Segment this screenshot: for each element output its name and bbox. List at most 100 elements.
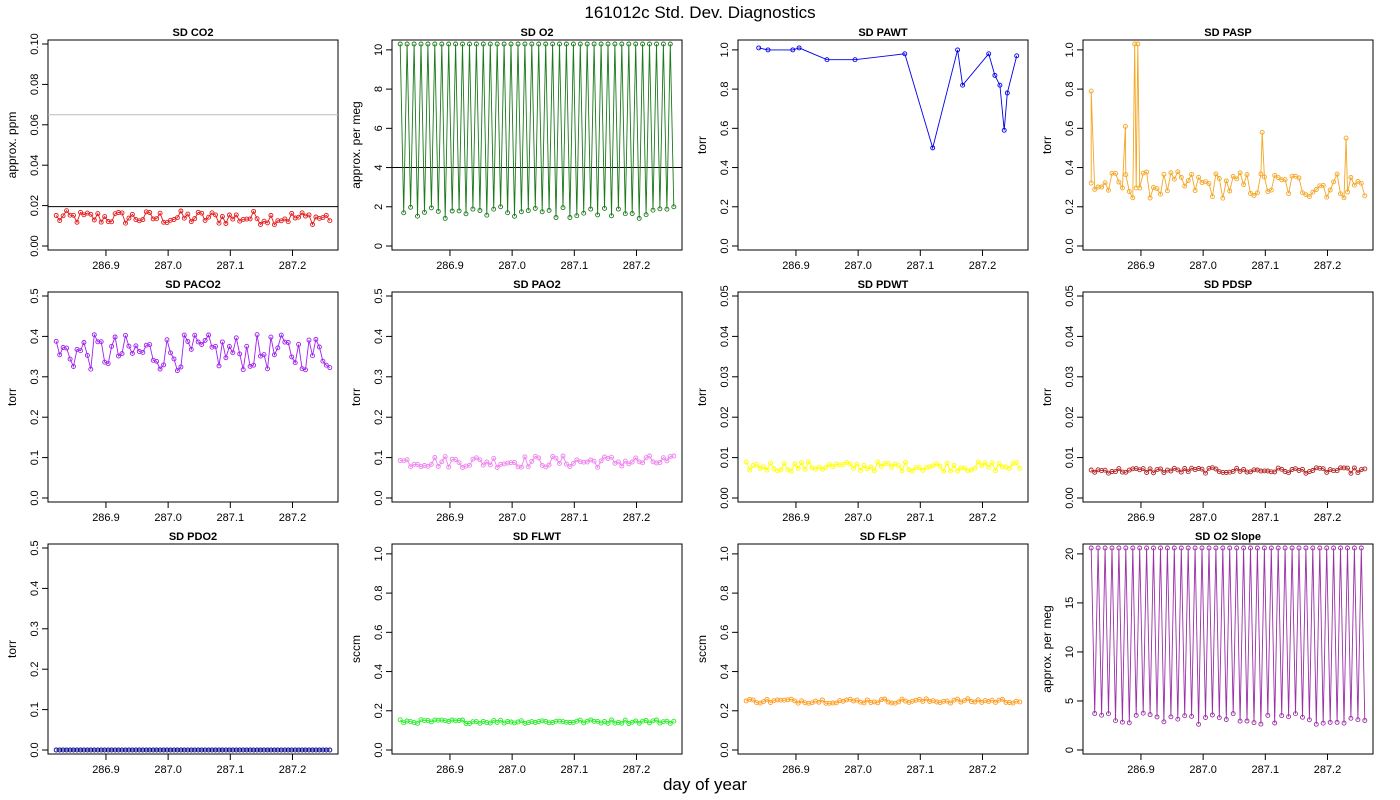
data-point <box>557 718 562 724</box>
data-point <box>285 219 291 225</box>
data-point <box>292 360 298 366</box>
data-point <box>1223 470 1229 475</box>
data-point <box>920 467 926 473</box>
data-point <box>1279 713 1285 719</box>
data-point <box>993 699 998 705</box>
data-point <box>861 700 867 706</box>
data-point <box>664 458 670 464</box>
data-point <box>1324 469 1330 475</box>
data-point <box>1182 183 1188 189</box>
plot-frame <box>47 39 339 251</box>
y-tick-label: 20 <box>1064 548 1076 560</box>
data-point <box>327 365 333 371</box>
data-point <box>136 747 142 753</box>
y-tick-label: 0 <box>373 243 385 249</box>
data-point <box>1171 176 1177 182</box>
data-point <box>1310 545 1316 551</box>
data-point <box>425 41 431 47</box>
data-point <box>1154 714 1160 720</box>
plot-frame <box>1082 39 1374 251</box>
data-point <box>896 463 902 469</box>
data-point <box>71 212 76 218</box>
data-point <box>78 209 83 215</box>
data-point <box>185 747 191 753</box>
data-point <box>660 719 666 725</box>
data-point <box>1251 193 1257 198</box>
data-point <box>84 747 90 753</box>
x-tick-label: 287.2 <box>969 260 997 272</box>
data-point <box>306 337 312 343</box>
data-point <box>765 47 771 53</box>
data-point <box>619 41 625 47</box>
y-tick-label: 0.04 <box>719 326 731 347</box>
data-point <box>64 747 70 753</box>
data-point <box>790 47 796 53</box>
x-tick-label: 286.9 <box>92 260 120 272</box>
data-point <box>1004 90 1010 96</box>
data-point <box>902 51 908 57</box>
data-point <box>57 747 63 753</box>
y-tick-label: 0.4 <box>719 160 731 175</box>
data-point <box>168 350 173 356</box>
data-point <box>560 453 566 459</box>
data-point <box>188 747 194 753</box>
data-point <box>889 464 895 470</box>
data-point <box>996 461 1002 467</box>
data-point <box>480 41 486 47</box>
data-point <box>112 747 118 753</box>
data-point <box>1310 189 1316 195</box>
x-tick-label: 287.2 <box>623 260 651 272</box>
data-point <box>1351 465 1357 471</box>
data-point <box>654 41 659 47</box>
data-point <box>282 216 288 222</box>
y-tick-label: 0.8 <box>1064 81 1076 96</box>
data-point <box>750 697 756 703</box>
data-point <box>258 222 263 227</box>
data-point <box>154 216 160 222</box>
data-point <box>192 216 198 222</box>
chart-sd-pdsp: SD PDSP torr 0.00 0.01 0.02 0.03 0.04 0.05 286.9… <box>1040 279 1374 524</box>
data-point <box>143 747 149 753</box>
data-point <box>852 57 858 63</box>
data-point <box>1358 180 1364 186</box>
data-point <box>609 717 614 723</box>
data-point <box>781 697 787 703</box>
data-point <box>899 696 905 702</box>
data-point <box>133 343 139 349</box>
x-tick-label: 287.2 <box>969 512 997 524</box>
data-point <box>213 343 218 349</box>
data-point <box>265 220 270 226</box>
data-point <box>78 747 83 753</box>
data-point <box>1282 177 1288 183</box>
data-point <box>609 213 614 219</box>
data-point <box>247 747 253 753</box>
data-point <box>1261 468 1267 474</box>
data-point <box>494 465 500 470</box>
data-point <box>265 366 270 372</box>
chart-sd-flwt: SD FLWT sccm 0.0 0.2 0.4 0.6 0.8 1.0 286.9 287.0 2… <box>349 531 683 776</box>
data-point <box>854 461 860 467</box>
data-point <box>851 465 857 471</box>
data-point <box>944 460 950 466</box>
data-point <box>1272 469 1278 475</box>
data-point <box>1206 181 1212 187</box>
data-point <box>57 218 63 223</box>
data-point <box>1119 469 1125 475</box>
data-point <box>1258 721 1264 727</box>
data-point <box>98 339 104 345</box>
data-point <box>1196 721 1202 727</box>
data-point <box>1088 545 1094 551</box>
x-tick-label: 286.9 <box>436 260 464 272</box>
data-point <box>313 336 319 342</box>
data-point <box>199 747 205 753</box>
y-tick-label: 0.4 <box>29 329 41 344</box>
data-point <box>1362 193 1368 199</box>
panel-title: SD PAO2 <box>513 279 560 291</box>
data-point <box>546 462 552 468</box>
data-point <box>1209 194 1215 200</box>
data-point <box>560 205 566 211</box>
data-point <box>1133 185 1139 191</box>
y-tick-label: 0.8 <box>719 585 731 600</box>
data-point <box>181 332 187 338</box>
data-point <box>126 343 132 349</box>
